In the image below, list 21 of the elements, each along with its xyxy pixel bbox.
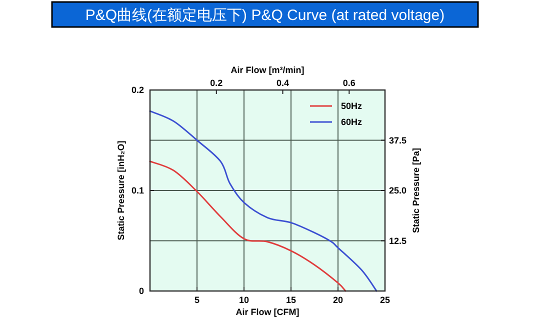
x-tick-label: 25 — [380, 295, 390, 305]
legend-label: 60Hz — [341, 117, 363, 127]
x-tick-label: 5 — [194, 295, 200, 305]
y-tick-label: 0.2 — [131, 85, 144, 95]
y-tick-label: 0.1 — [131, 186, 144, 196]
x2-tick-label: 0.4 — [276, 78, 290, 88]
legend-label: 50Hz — [341, 101, 363, 111]
x-tick-label: 15 — [286, 295, 296, 305]
x2-axis-title: Air Flow [m³/min] — [230, 65, 304, 75]
x2-tick-label: 0.2 — [210, 78, 223, 88]
x-tick-label: 10 — [238, 295, 250, 305]
x-tick-label: 20 — [332, 295, 344, 305]
y2-axis-title: Static Pressure [Pa] — [411, 148, 421, 234]
y2-tick-label: 37.5 — [389, 135, 407, 146]
y-tick-label: 0 — [138, 286, 144, 296]
chart-title: P&Q曲线(在额定电压下) P&Q Curve (at rated voltage) — [85, 7, 445, 24]
y2-tick-label: 25.0 — [389, 186, 407, 196]
y-axis-title: Static Pressure [inH₂O] — [116, 140, 126, 240]
y2-tick-label: 12.5 — [389, 236, 407, 246]
x-axis-title: Air Flow [CFM] — [236, 307, 300, 317]
x2-tick-label: 0.6 — [342, 78, 356, 88]
